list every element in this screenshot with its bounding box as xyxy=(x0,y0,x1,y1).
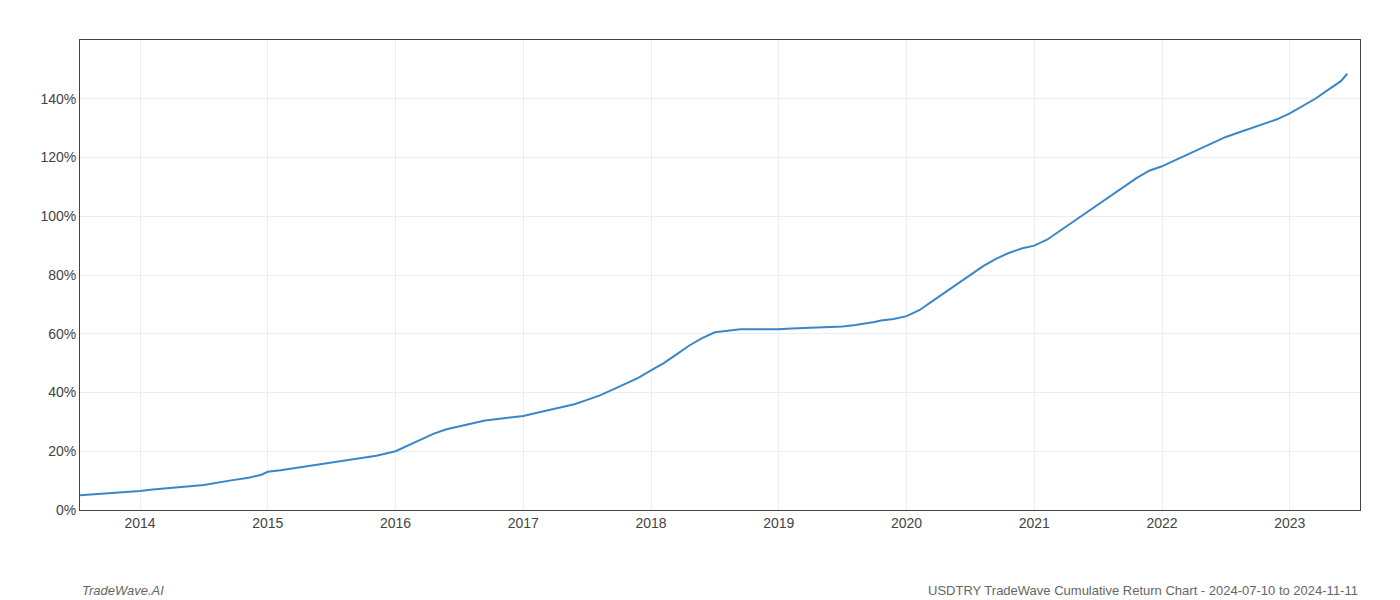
svg-text:100%: 100% xyxy=(40,208,76,224)
svg-text:2017: 2017 xyxy=(508,515,539,531)
svg-text:2014: 2014 xyxy=(124,515,155,531)
svg-text:2022: 2022 xyxy=(1146,515,1177,531)
svg-text:USDTRY TradeWave Cumulative Re: USDTRY TradeWave Cumulative Return Chart… xyxy=(928,583,1358,598)
svg-text:40%: 40% xyxy=(48,384,76,400)
svg-text:2015: 2015 xyxy=(252,515,283,531)
svg-text:0%: 0% xyxy=(56,502,76,518)
svg-text:80%: 80% xyxy=(48,267,76,283)
svg-text:2021: 2021 xyxy=(1019,515,1050,531)
svg-text:2018: 2018 xyxy=(635,515,666,531)
svg-text:140%: 140% xyxy=(40,91,76,107)
svg-text:120%: 120% xyxy=(40,149,76,165)
svg-text:2016: 2016 xyxy=(380,515,411,531)
svg-text:2020: 2020 xyxy=(891,515,922,531)
svg-text:20%: 20% xyxy=(48,443,76,459)
svg-text:2019: 2019 xyxy=(763,515,794,531)
svg-text:60%: 60% xyxy=(48,326,76,342)
svg-text:2023: 2023 xyxy=(1274,515,1305,531)
svg-text:TradeWave.AI: TradeWave.AI xyxy=(82,583,164,598)
